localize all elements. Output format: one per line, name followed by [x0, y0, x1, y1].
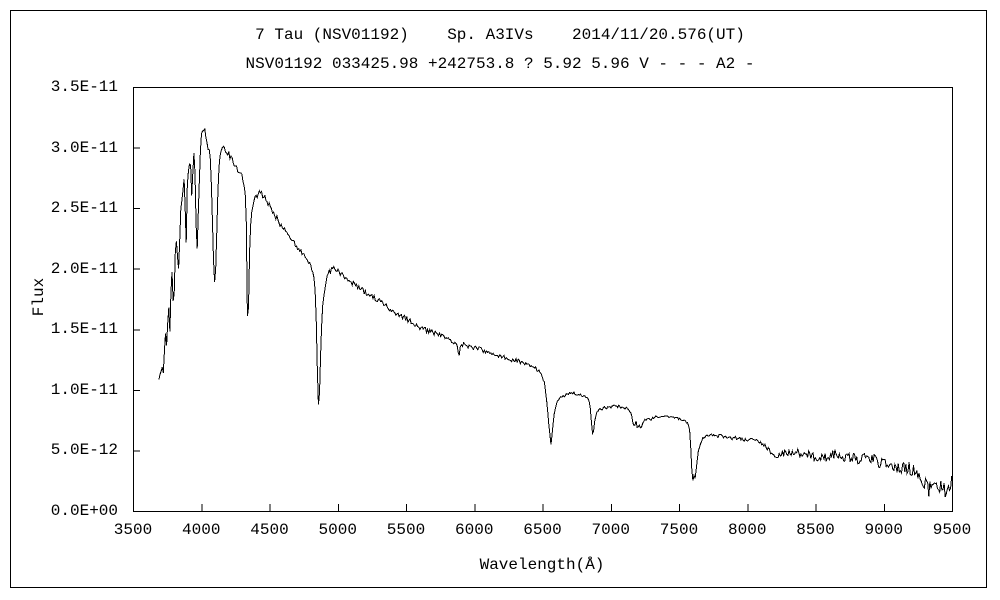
y-tick-label: 5.0E-12 [50, 441, 118, 460]
x-tick-label: 7000 [591, 521, 630, 539]
x-tick-label: 9000 [864, 521, 903, 539]
x-tick-label: 8500 [796, 521, 835, 539]
y-tick-label: 2.0E-11 [50, 259, 118, 278]
x-axis-label: Wavelength(Å) [479, 556, 605, 574]
x-tick-label: 6500 [523, 521, 562, 539]
x-tick-label: 3500 [113, 521, 153, 539]
x-tick-label: 4000 [182, 521, 221, 539]
x-tick-label: 9500 [932, 521, 972, 539]
y-tick-label: 1.0E-11 [50, 380, 118, 399]
y-axis-label: Flux [30, 277, 48, 317]
chart-title: 7 Tau (NSV01192) Sp. A3IVs 2014/11/20.57… [255, 26, 745, 44]
x-tick-label: 6000 [455, 521, 494, 539]
x-tick-labels: 3500 4000 4500 5000 5500 6000 6500 7000 7500 8000… [0, 521, 1000, 541]
x-tick-label: 8000 [728, 521, 767, 539]
y-tick-label: 0.0E+00 [50, 502, 118, 520]
y-tick-label: 1.5E-11 [50, 320, 118, 339]
y-tick-label: 3.5E-11 [50, 78, 118, 96]
x-tick-label: 7500 [659, 521, 699, 539]
y-tick-label: 3.0E-11 [50, 138, 118, 157]
y-axis-ticks [133, 87, 140, 512]
plot-frame [133, 87, 953, 512]
x-tick-label: 5000 [318, 521, 357, 539]
chart-subtitle: NSV01192 033425.98 +242753.8 ? 5.92 5.96… [245, 55, 755, 73]
x-tick-label: 5500 [386, 521, 426, 539]
chart-outer-border [10, 10, 987, 588]
y-tick-label: 2.5E-11 [50, 199, 118, 218]
x-tick-label: 4500 [250, 521, 289, 539]
y-tick-labels: 0.0E+00 5.0E-12 1.0E-11 1.5E-11 2.0E-11 2.5E-… [28, 0, 118, 600]
x-axis-ticks [133, 504, 953, 511]
spectrum-line [158, 127, 953, 498]
